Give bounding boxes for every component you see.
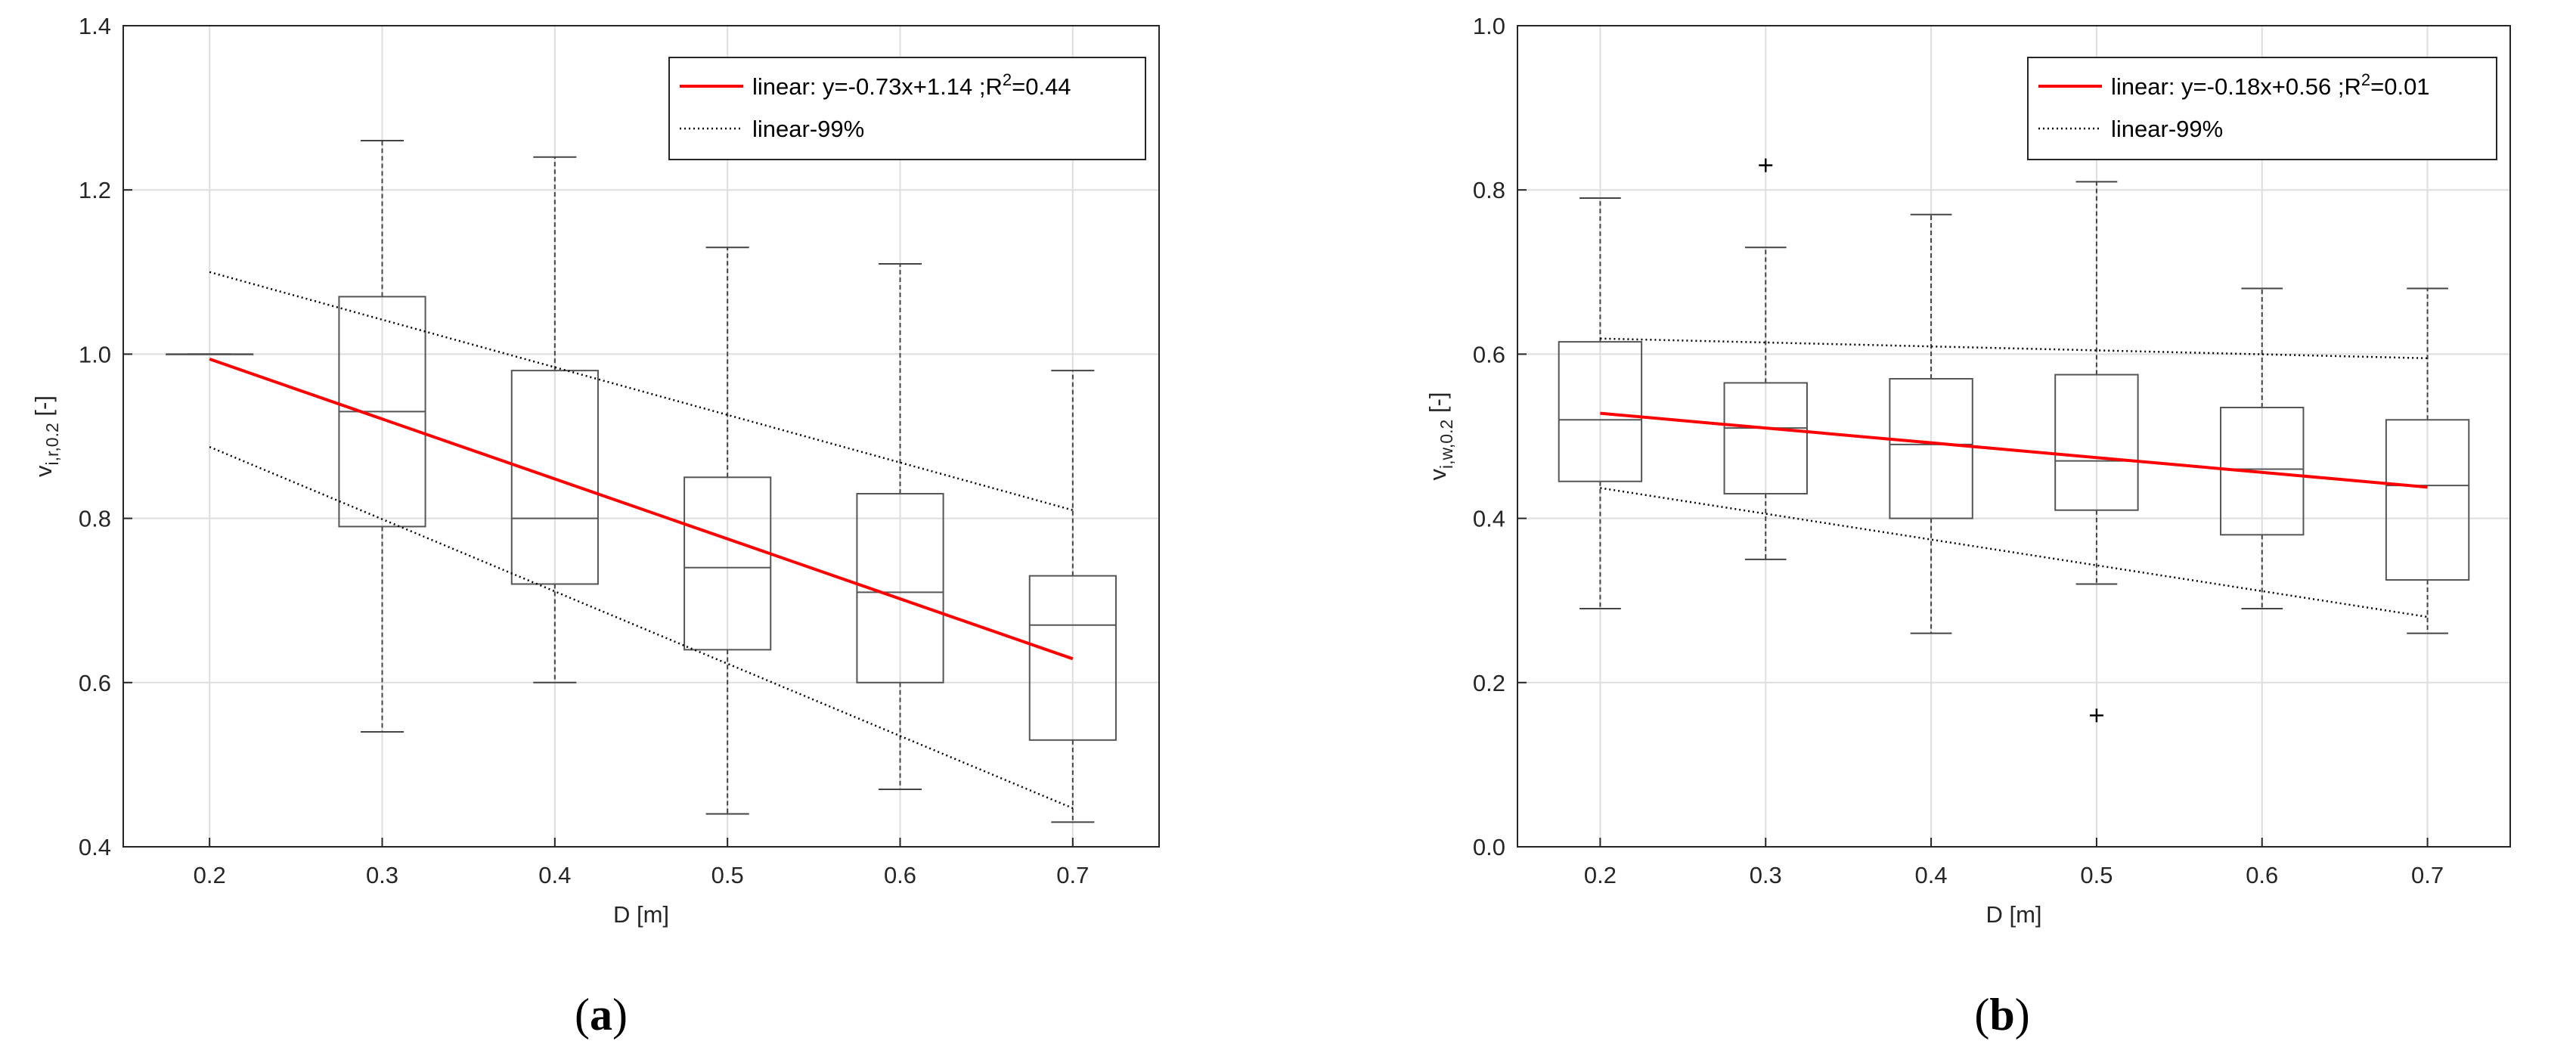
x-axis-label: D [m] (1985, 901, 2041, 928)
y-tick-label: 0.6 (79, 670, 111, 696)
x-tick-label: 0.6 (884, 862, 916, 888)
box-iqr (1558, 341, 1643, 482)
y-tick-label: 0.6 (1473, 341, 1505, 367)
box-0.7 (1028, 370, 1117, 823)
box-iqr (1723, 382, 1808, 495)
legend-label: linear: y=-0.18x+0.56 ;R2=0.01 (2111, 70, 2430, 100)
x-tick-label: 0.4 (1915, 862, 1948, 888)
box-iqr (1028, 575, 1117, 741)
legend-label: linear: y=-0.73x+1.14 ;R2=0.44 (752, 70, 1071, 100)
confidence-line-99 (209, 445, 1074, 810)
box-iqr (510, 370, 599, 585)
x-tick-label: 0.3 (1750, 862, 1782, 888)
confidence-line-99 (1600, 337, 2428, 360)
box-iqr (2385, 419, 2470, 581)
box-0.3 (338, 140, 426, 733)
box-iqr (2054, 373, 2139, 511)
regression-line (209, 358, 1074, 661)
plot-area (1517, 26, 2510, 847)
legend-label: linear-99% (752, 116, 864, 142)
y-axis-label: vi,r,0.2 [-] (30, 395, 62, 477)
box-iqr (684, 476, 772, 651)
x-tick-label: 0.2 (194, 862, 226, 888)
panel-label: (a) (575, 990, 628, 1040)
outlier-point (2089, 708, 2103, 723)
y-tick-label: 0.8 (1473, 177, 1505, 203)
y-tick-label: 1.0 (79, 341, 111, 367)
y-tick-label: 0.4 (1473, 506, 1505, 532)
axes-frame (122, 25, 1160, 848)
y-axis-label: vi,w,0.2 [-] (1424, 392, 1456, 481)
box-0.3 (1723, 158, 1808, 560)
y-tick-label: 1.4 (79, 13, 111, 39)
legend: linear: y=-0.18x+0.56 ;R2=0.01 linear-99% (2027, 57, 2497, 160)
axes-frame (1517, 25, 2511, 848)
legend-box (668, 57, 1146, 160)
y-tick-label: 1.2 (79, 177, 111, 203)
box-0.2 (1558, 197, 1643, 610)
x-tick-label: 0.2 (1584, 862, 1617, 888)
chart-panel-a: 0.2 0.3 0.4 0.5 0.6 0.7 0.4 0.6 0.8 1.0 1.2 1.4 D [m… (30, 13, 1160, 1040)
x-tick-label: 0.7 (2411, 862, 2444, 888)
box-0.6 (856, 262, 944, 790)
box-iqr (1889, 377, 1973, 519)
confidence-line-99 (1600, 487, 2428, 618)
y-tick-label: 0.4 (79, 834, 111, 860)
y-tick-label: 0.0 (1473, 834, 1505, 860)
chart-panel-b: 0.2 0.3 0.4 0.5 0.6 0.7 0.0 0.2 0.4 0.6 0.8 1.0 D [m… (1424, 13, 2511, 1040)
y-tick-label: 0.2 (1473, 670, 1505, 696)
x-tick-label: 0.3 (366, 862, 398, 888)
regression-line (1600, 411, 2428, 489)
box-iqr (2220, 406, 2305, 536)
x-tick-label: 0.7 (1056, 862, 1089, 888)
box-0.5 (2054, 181, 2139, 723)
box-iqr (856, 493, 944, 683)
box-0.2 (166, 353, 254, 355)
outlier-point (1759, 158, 1773, 172)
x-tick-label: 0.4 (538, 862, 571, 888)
plot-area (123, 26, 1159, 847)
legend-box (2027, 57, 2497, 160)
box-0.7 (2385, 287, 2470, 634)
panel-label: (b) (1974, 990, 2029, 1040)
y-tick-label: 1.0 (1473, 13, 1505, 39)
box-0.4 (510, 156, 599, 683)
legend-label: linear-99% (2111, 116, 2223, 142)
box-0.5 (684, 246, 772, 815)
x-tick-label: 0.5 (711, 862, 744, 888)
y-tick-label: 0.8 (79, 506, 111, 532)
x-tick-label: 0.6 (2246, 862, 2278, 888)
x-axis-label: D [m] (613, 901, 669, 928)
x-tick-label: 0.5 (2080, 862, 2113, 888)
legend: linear: y=-0.73x+1.14 ;R2=0.44 linear-99% (668, 57, 1146, 160)
